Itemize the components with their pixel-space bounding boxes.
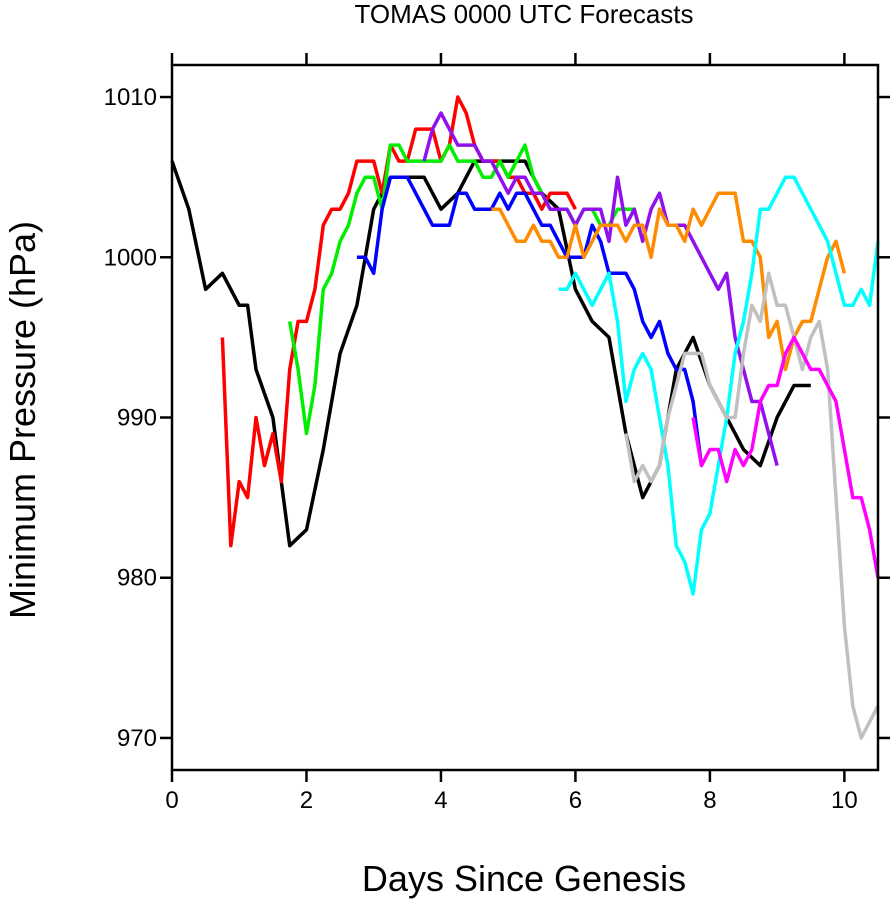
chart-title: TOMAS 0000 UTC Forecasts xyxy=(354,0,693,29)
series-line-orange xyxy=(491,191,847,372)
series-line-blue xyxy=(356,175,704,466)
x-tick-label: 2 xyxy=(300,787,313,814)
series-line-green xyxy=(287,143,645,436)
x-tick-label: 10 xyxy=(831,787,858,814)
y-tick-label: 990 xyxy=(117,405,157,432)
x-tick-label: 4 xyxy=(434,787,447,814)
tick-layer: 0 2 4 6 8 10 970 980 990 1000 1010 xyxy=(104,53,890,814)
series-layer xyxy=(170,95,880,740)
x-axis-label: Days Since Genesis xyxy=(362,858,686,899)
plot-frame xyxy=(170,63,880,772)
x-tick-label: 0 xyxy=(165,787,178,814)
series-line-gray xyxy=(624,271,880,740)
y-axis-label: Minimum Pressure (hPa) xyxy=(2,221,43,619)
y-tick-label: 1010 xyxy=(104,84,157,111)
series-line-purple xyxy=(422,111,779,467)
y-tick-label: 980 xyxy=(117,565,157,592)
y-tick-label: 1000 xyxy=(104,244,157,271)
x-tick-label: 6 xyxy=(569,787,582,814)
series-line-cyan xyxy=(558,175,880,596)
series-line-red xyxy=(220,95,577,548)
y-tick-label: 970 xyxy=(117,725,157,752)
series-line-magenta xyxy=(691,335,880,579)
x-tick-label: 8 xyxy=(703,787,716,814)
